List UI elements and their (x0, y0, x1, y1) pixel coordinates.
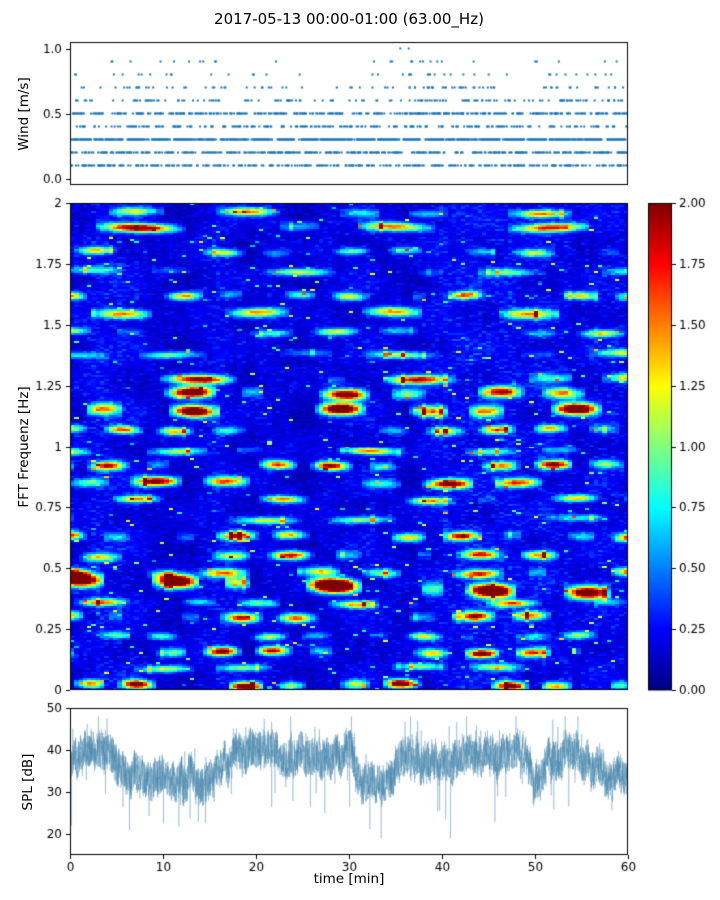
spectrogram-ylabel: FFT Frequenz [Hz] (16, 386, 32, 508)
spl-ylabel: SPL [dB] (20, 753, 36, 811)
figure-title: 2017-05-13 00:00-01:00 (63.00_Hz) (214, 10, 484, 28)
wind-ylabel: Wind [m/s] (16, 77, 32, 151)
time-xlabel: time [min] (313, 871, 385, 887)
